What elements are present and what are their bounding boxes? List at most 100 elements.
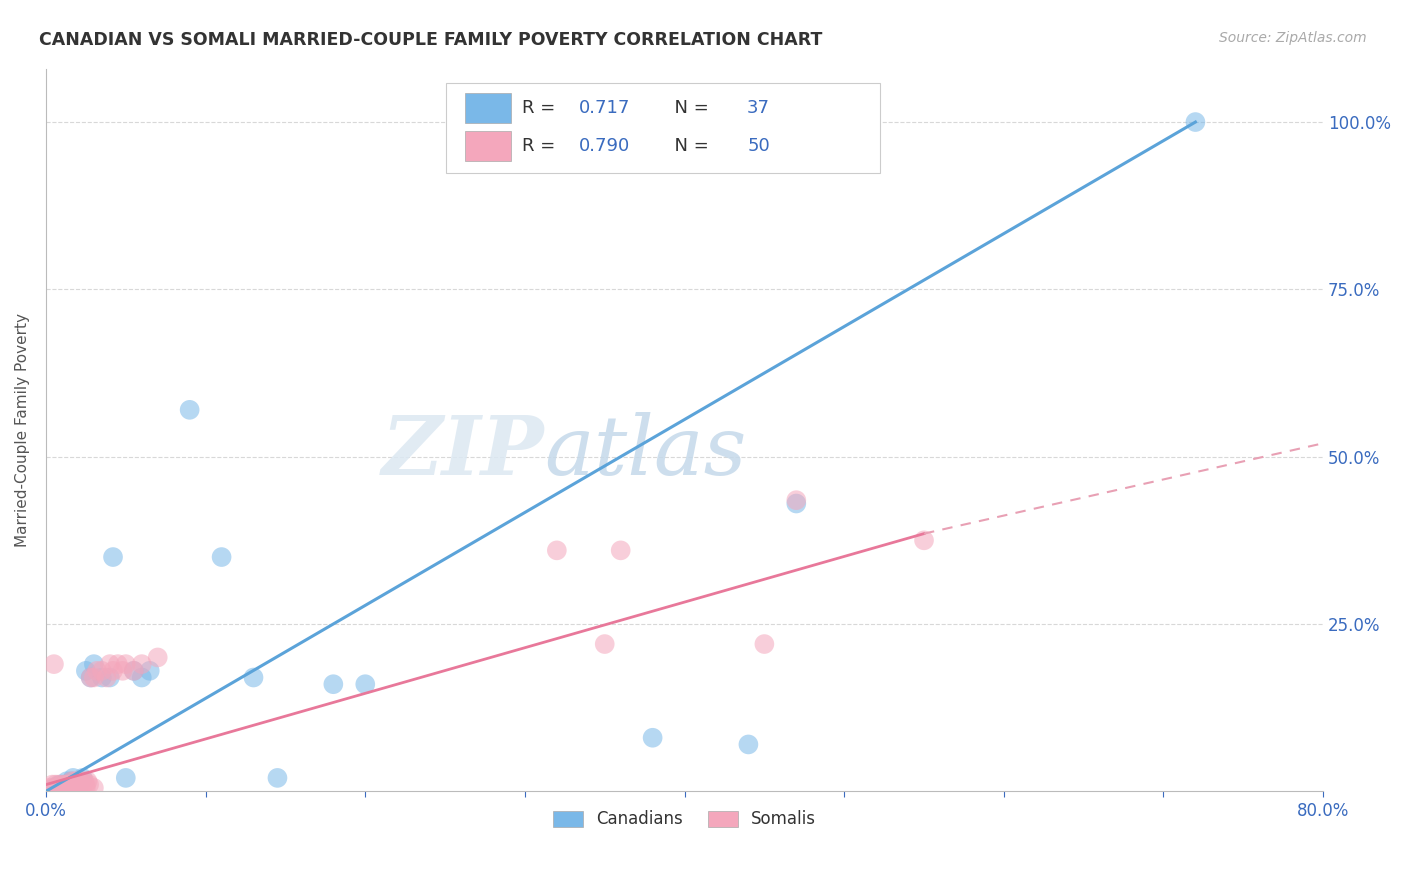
Point	[122, 664, 145, 678]
Point	[75, 778, 97, 792]
Text: 37: 37	[747, 99, 770, 117]
Text: Source: ZipAtlas.com: Source: ZipAtlas.com	[1219, 31, 1367, 45]
Point	[139, 664, 162, 678]
Point	[101, 549, 124, 564]
Point	[48, 780, 70, 795]
Point	[60, 774, 83, 789]
Point	[79, 671, 101, 685]
Point	[42, 780, 65, 795]
Point	[131, 657, 153, 672]
Point	[42, 780, 65, 795]
Text: atlas: atlas	[544, 411, 747, 491]
Point	[41, 778, 63, 792]
Point	[179, 402, 201, 417]
Text: N =: N =	[662, 99, 714, 117]
Point	[96, 671, 118, 685]
Point	[76, 774, 98, 789]
Point	[1184, 115, 1206, 129]
Point	[49, 778, 72, 792]
Point	[58, 778, 80, 792]
Text: 0.790: 0.790	[578, 136, 630, 155]
Point	[75, 780, 97, 795]
Point	[546, 543, 568, 558]
Point	[785, 496, 807, 510]
Point	[62, 778, 84, 792]
Text: 0.717: 0.717	[578, 99, 630, 117]
Point	[70, 774, 93, 789]
Text: N =: N =	[662, 136, 714, 155]
Point	[122, 664, 145, 678]
Text: R =: R =	[523, 136, 561, 155]
Point	[131, 671, 153, 685]
Point	[75, 664, 97, 678]
Point	[83, 780, 105, 795]
Point	[38, 780, 60, 795]
Point	[55, 778, 77, 792]
Point	[53, 778, 76, 792]
FancyBboxPatch shape	[446, 83, 880, 173]
Point	[785, 493, 807, 508]
Point	[146, 650, 169, 665]
Point	[66, 780, 89, 795]
Legend: Canadians, Somalis: Canadians, Somalis	[546, 804, 823, 835]
Point	[65, 778, 87, 792]
Point	[46, 780, 69, 795]
Point	[66, 774, 89, 789]
Point	[101, 664, 124, 678]
Point	[69, 778, 91, 792]
Point	[70, 774, 93, 789]
Text: CANADIAN VS SOMALI MARRIED-COUPLE FAMILY POVERTY CORRELATION CHART: CANADIAN VS SOMALI MARRIED-COUPLE FAMILY…	[39, 31, 823, 49]
Point	[59, 780, 82, 795]
Text: ZIP: ZIP	[381, 411, 544, 491]
Point	[49, 780, 72, 795]
Point	[66, 780, 89, 795]
Point	[51, 778, 73, 792]
Point	[65, 778, 87, 792]
Point	[593, 637, 616, 651]
Point	[63, 774, 86, 789]
Point	[77, 778, 100, 792]
Point	[737, 738, 759, 752]
Point	[90, 664, 112, 678]
Point	[354, 677, 377, 691]
Point	[111, 664, 134, 678]
FancyBboxPatch shape	[465, 130, 510, 161]
Point	[45, 778, 67, 792]
Point	[73, 774, 96, 789]
Point	[211, 549, 233, 564]
Point	[51, 780, 73, 795]
Point	[83, 657, 105, 672]
Point	[322, 677, 344, 691]
Point	[98, 671, 121, 685]
Point	[52, 780, 75, 795]
Point	[42, 657, 65, 672]
Point	[98, 657, 121, 672]
Point	[48, 778, 70, 792]
Point	[754, 637, 776, 651]
Point	[609, 543, 631, 558]
Point	[114, 657, 136, 672]
Point	[72, 778, 94, 792]
Point	[266, 771, 288, 785]
Point	[912, 533, 935, 548]
Point	[90, 671, 112, 685]
Point	[60, 774, 83, 789]
Point	[46, 779, 69, 793]
Point	[641, 731, 664, 745]
Point	[83, 671, 105, 685]
Point	[86, 664, 108, 678]
Point	[79, 671, 101, 685]
Point	[55, 774, 77, 789]
Point	[242, 671, 264, 685]
Point	[114, 771, 136, 785]
Y-axis label: Married-Couple Family Poverty: Married-Couple Family Poverty	[15, 313, 30, 547]
Point	[59, 778, 82, 792]
Point	[62, 771, 84, 785]
Point	[107, 657, 129, 672]
Point	[63, 778, 86, 792]
FancyBboxPatch shape	[465, 93, 510, 123]
Point	[69, 778, 91, 792]
Point	[53, 778, 76, 792]
Point	[59, 776, 82, 790]
Text: R =: R =	[523, 99, 561, 117]
